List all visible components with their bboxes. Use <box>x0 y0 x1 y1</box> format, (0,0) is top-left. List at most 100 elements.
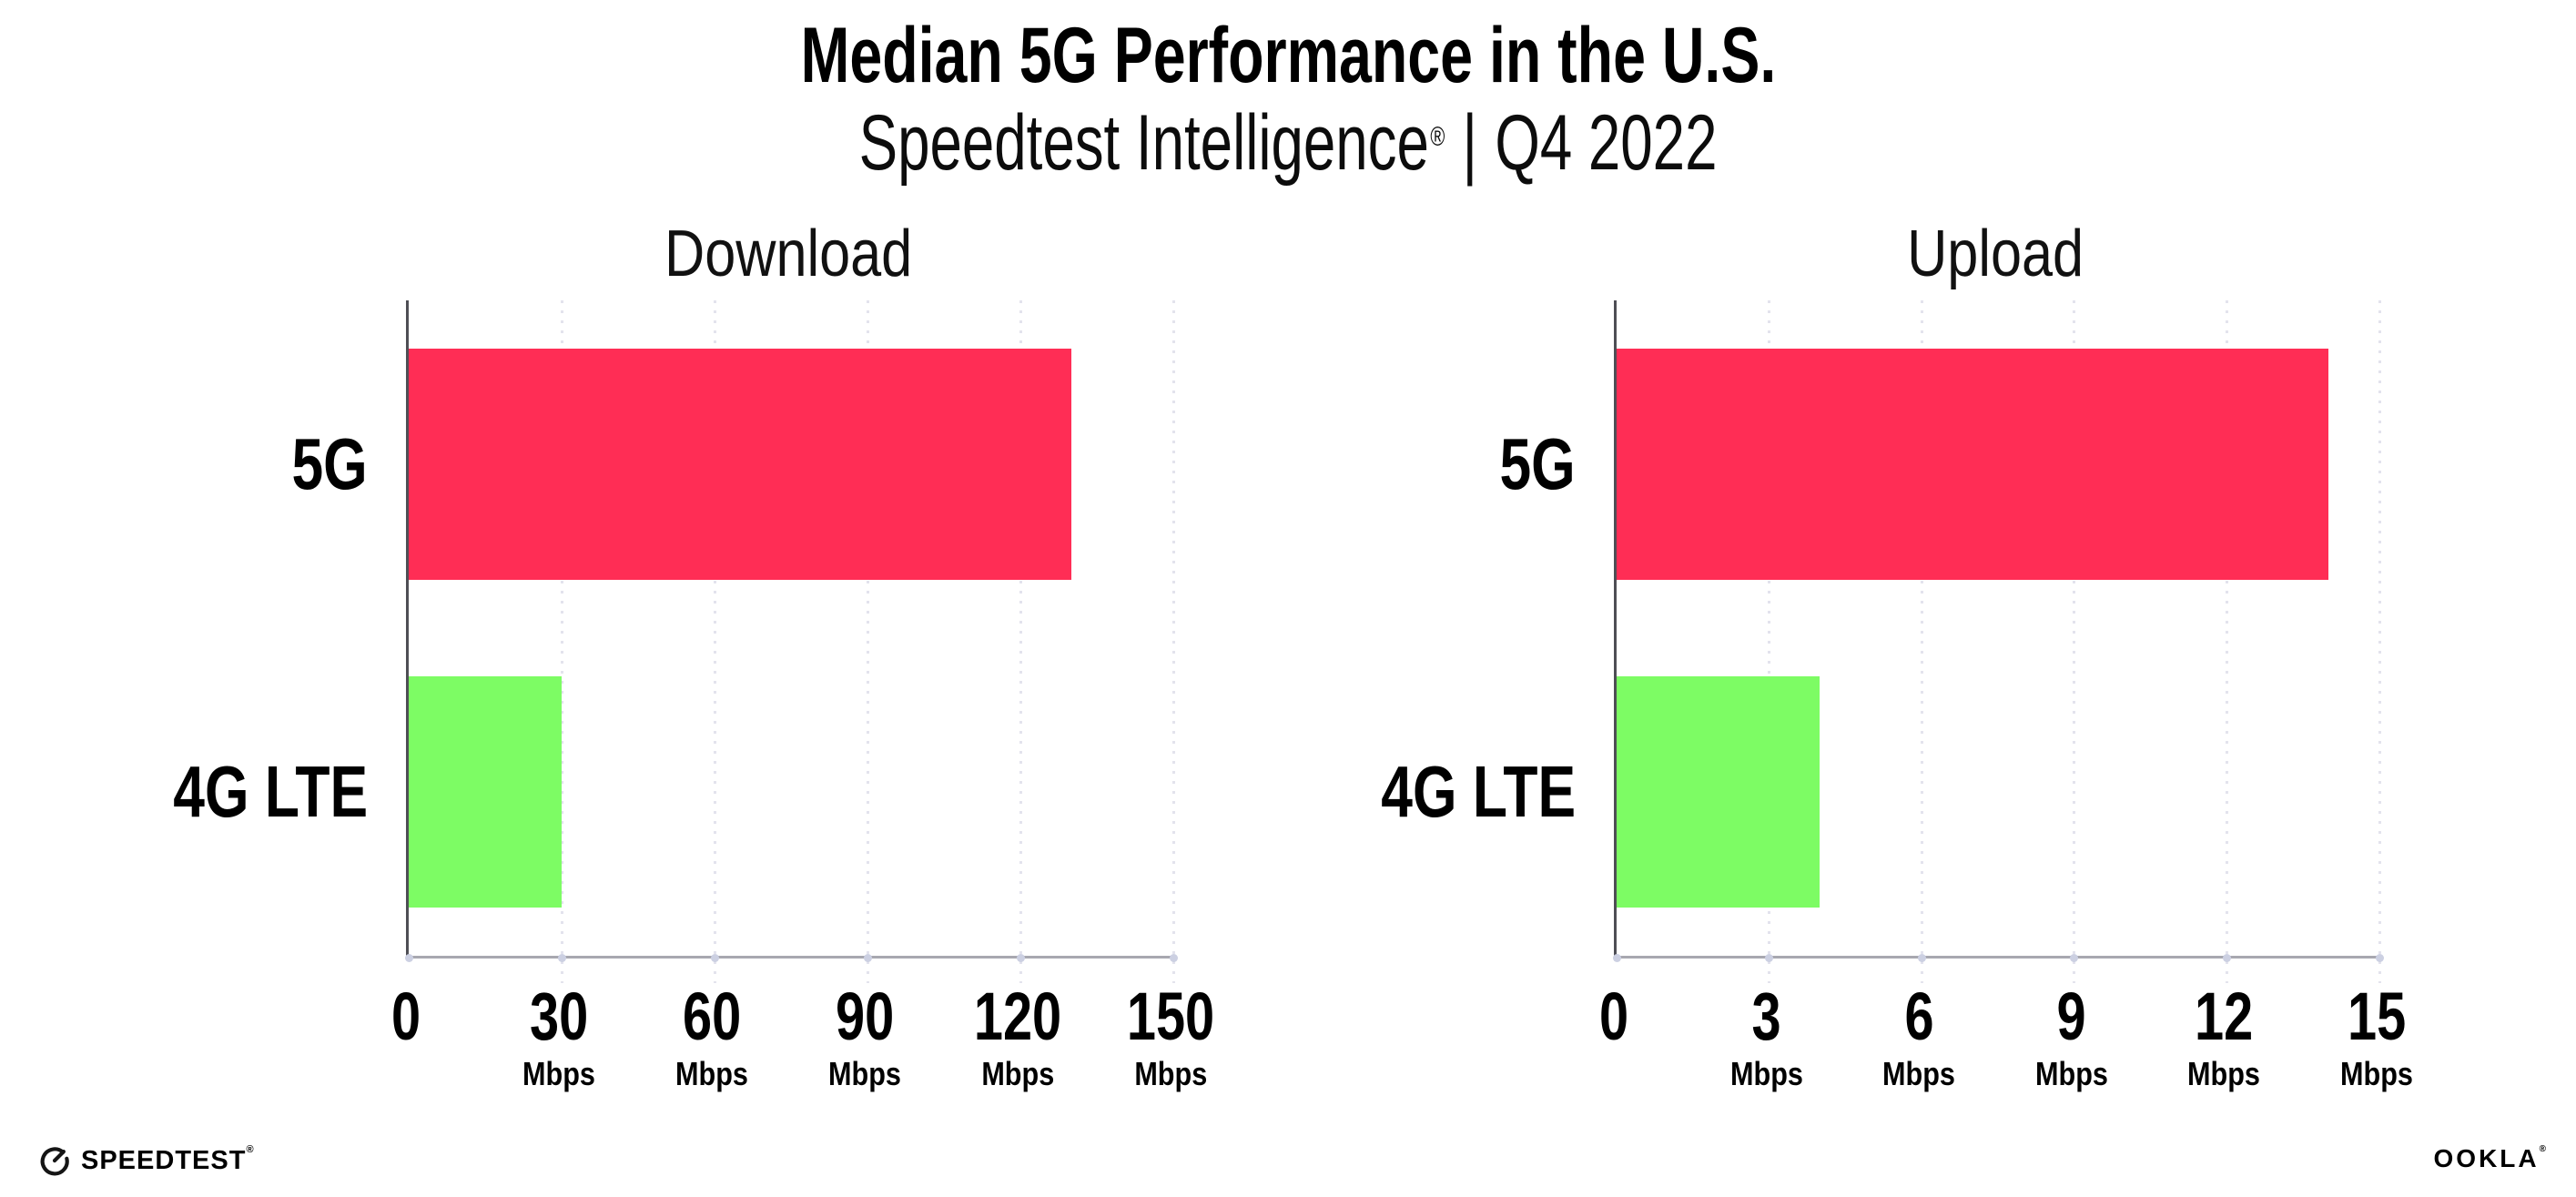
upload-bars <box>1617 300 2379 956</box>
axis-tick-dot-60 <box>710 954 719 962</box>
upload-x-axis-line <box>1614 956 2379 959</box>
download-x-axis-line <box>406 956 1173 959</box>
speedtest-gauge-icon <box>40 1147 69 1176</box>
x-tick-unit-90: Mbps <box>828 1055 901 1092</box>
gridline-3 <box>1768 300 1771 983</box>
x-tick-15: 15 Mbps <box>2334 981 2419 1092</box>
axis-tick-dot-15 <box>2375 954 2384 962</box>
x-tick-value-0: 0 <box>390 979 421 1054</box>
bar-band-5g <box>1617 300 2379 628</box>
x-tick-value-60: 60 <box>682 979 742 1054</box>
x-tick-value-0: 0 <box>1598 979 1629 1054</box>
category-label-5g: 5G <box>1499 423 1576 504</box>
bar-band-4g-lte <box>409 628 1173 956</box>
speedtest-logo: SPEEDTEST® <box>38 1144 255 1177</box>
gridline-6 <box>1920 300 1923 983</box>
axis-tick-dot-120 <box>1016 954 1025 962</box>
download-chart: Download 5G 4G LTE 0 30 Mbps 60 Mbps 90 Mbps 120… <box>109 208 1214 1120</box>
bar-5g <box>409 349 1071 580</box>
page-subtitle-text: Speedtest Intelligence® | Q4 2022 <box>859 96 1718 208</box>
page-title-text: Median 5G Performance in the U.S. <box>800 12 1776 99</box>
gridline-60 <box>713 300 716 983</box>
category-label-5g: 5G <box>291 423 368 504</box>
bar-band-5g <box>409 300 1173 628</box>
x-tick-unit-30: Mbps <box>522 1055 595 1092</box>
x-tick-unit-150: Mbps <box>1134 1055 1207 1092</box>
axis-tick-dot-6 <box>1917 954 1926 962</box>
x-tick-0: 0 <box>1595 981 1632 1052</box>
x-tick-150: 150 Mbps <box>1114 981 1226 1092</box>
download-x-tick-labels: 0 30 Mbps 60 Mbps 90 Mbps 120 Mbps 150 Mbps <box>391 956 1214 1120</box>
ookla-wordmark: OOKLA <box>2433 1144 2540 1172</box>
speedtest-wordmark: SPEEDTEST® <box>81 1144 255 1175</box>
subtitle-separator: | <box>1462 99 1478 187</box>
x-tick-value-120: 120 <box>973 979 1062 1054</box>
bar-5g <box>1617 349 2329 580</box>
gridline-12 <box>2225 300 2228 983</box>
registered-mark: ® <box>1430 122 1445 152</box>
axis-tick-dot-0 <box>404 954 413 962</box>
x-tick-value-12: 12 <box>2195 979 2254 1054</box>
x-tick-value-3: 3 <box>1751 979 1781 1054</box>
x-tick-unit-9: Mbps <box>2034 1055 2108 1092</box>
upload-chart-title: Upload <box>1907 218 2084 290</box>
x-tick-unit-12: Mbps <box>2187 1055 2261 1092</box>
x-tick-3: 3 Mbps <box>1724 981 1810 1092</box>
gridline-9 <box>2073 300 2076 983</box>
x-tick-30: 30 Mbps <box>516 981 602 1092</box>
download-chart-title: Download <box>664 218 913 290</box>
download-plot-area <box>404 300 1178 983</box>
x-tick-unit-3: Mbps <box>1729 1055 1803 1092</box>
x-tick-6: 6 Mbps <box>1876 981 1962 1092</box>
x-tick-0: 0 <box>387 981 424 1052</box>
gridline-30 <box>560 300 563 983</box>
x-tick-value-9: 9 <box>2056 979 2086 1054</box>
x-tick-value-90: 90 <box>835 979 895 1054</box>
gridline-90 <box>866 300 869 983</box>
subtitle-brand: Speedtest Intelligence <box>858 99 1429 187</box>
x-tick-60: 60 Mbps <box>669 981 755 1092</box>
x-tick-120: 120 Mbps <box>961 981 1073 1092</box>
category-label-4g-lte: 4G LTE <box>173 751 368 832</box>
x-tick-unit-6: Mbps <box>1882 1055 1956 1092</box>
axis-tick-dot-12 <box>2222 954 2231 962</box>
download-category-axis: 5G 4G LTE <box>109 300 406 956</box>
axis-tick-dot-90 <box>863 954 872 962</box>
x-tick-unit-60: Mbps <box>675 1055 748 1092</box>
ookla-logo: OOKLA® <box>2434 1144 2549 1173</box>
bar-4g-lte <box>409 676 562 908</box>
upload-plot-area <box>1612 300 2384 983</box>
upload-chart-body: 5G 4G LTE <box>1317 300 2384 983</box>
subtitle-period: Q4 2022 <box>1495 99 1718 187</box>
bar-4g-lte <box>1617 676 1820 908</box>
upload-chart: Upload 5G 4G LTE 0 3 Mbps 6 Mbps 9 Mbps 12 Mbps 15… <box>1317 208 2413 1120</box>
x-tick-unit-120: Mbps <box>981 1055 1054 1092</box>
gridline-150 <box>1171 300 1175 983</box>
axis-tick-dot-9 <box>2070 954 2079 962</box>
x-tick-value-15: 15 <box>2347 979 2407 1054</box>
x-tick-value-6: 6 <box>1904 979 1934 1054</box>
registered-mark: ® <box>2539 1143 2549 1154</box>
x-tick-12: 12 Mbps <box>2181 981 2267 1092</box>
axis-tick-dot-3 <box>1765 954 1774 962</box>
axis-tick-dot-150 <box>1169 954 1178 962</box>
registered-mark: ® <box>246 1144 255 1156</box>
axis-tick-dot-30 <box>557 954 566 962</box>
x-tick-value-150: 150 <box>1126 979 1215 1054</box>
x-tick-value-30: 30 <box>529 979 589 1054</box>
bar-band-4g-lte <box>1617 628 2379 956</box>
axis-tick-dot-0 <box>1612 954 1621 962</box>
gridline-120 <box>1019 300 1022 983</box>
x-tick-90: 90 Mbps <box>822 981 908 1092</box>
page-title: Median 5G Performance in the U.S. <box>0 11 2576 100</box>
gridline-15 <box>2378 300 2381 983</box>
x-tick-9: 9 Mbps <box>2029 981 2115 1092</box>
download-chart-body: 5G 4G LTE <box>109 300 1178 983</box>
upload-x-tick-labels: 0 3 Mbps 6 Mbps 9 Mbps 12 Mbps 15 Mbps <box>1599 956 2413 1120</box>
page-subtitle: Speedtest Intelligence® | Q4 2022 <box>0 96 2576 208</box>
category-label-4g-lte: 4G LTE <box>1381 751 1576 832</box>
upload-category-axis: 5G 4G LTE <box>1317 300 1614 956</box>
download-bars <box>409 300 1173 956</box>
x-tick-unit-15: Mbps <box>2340 1055 2413 1092</box>
